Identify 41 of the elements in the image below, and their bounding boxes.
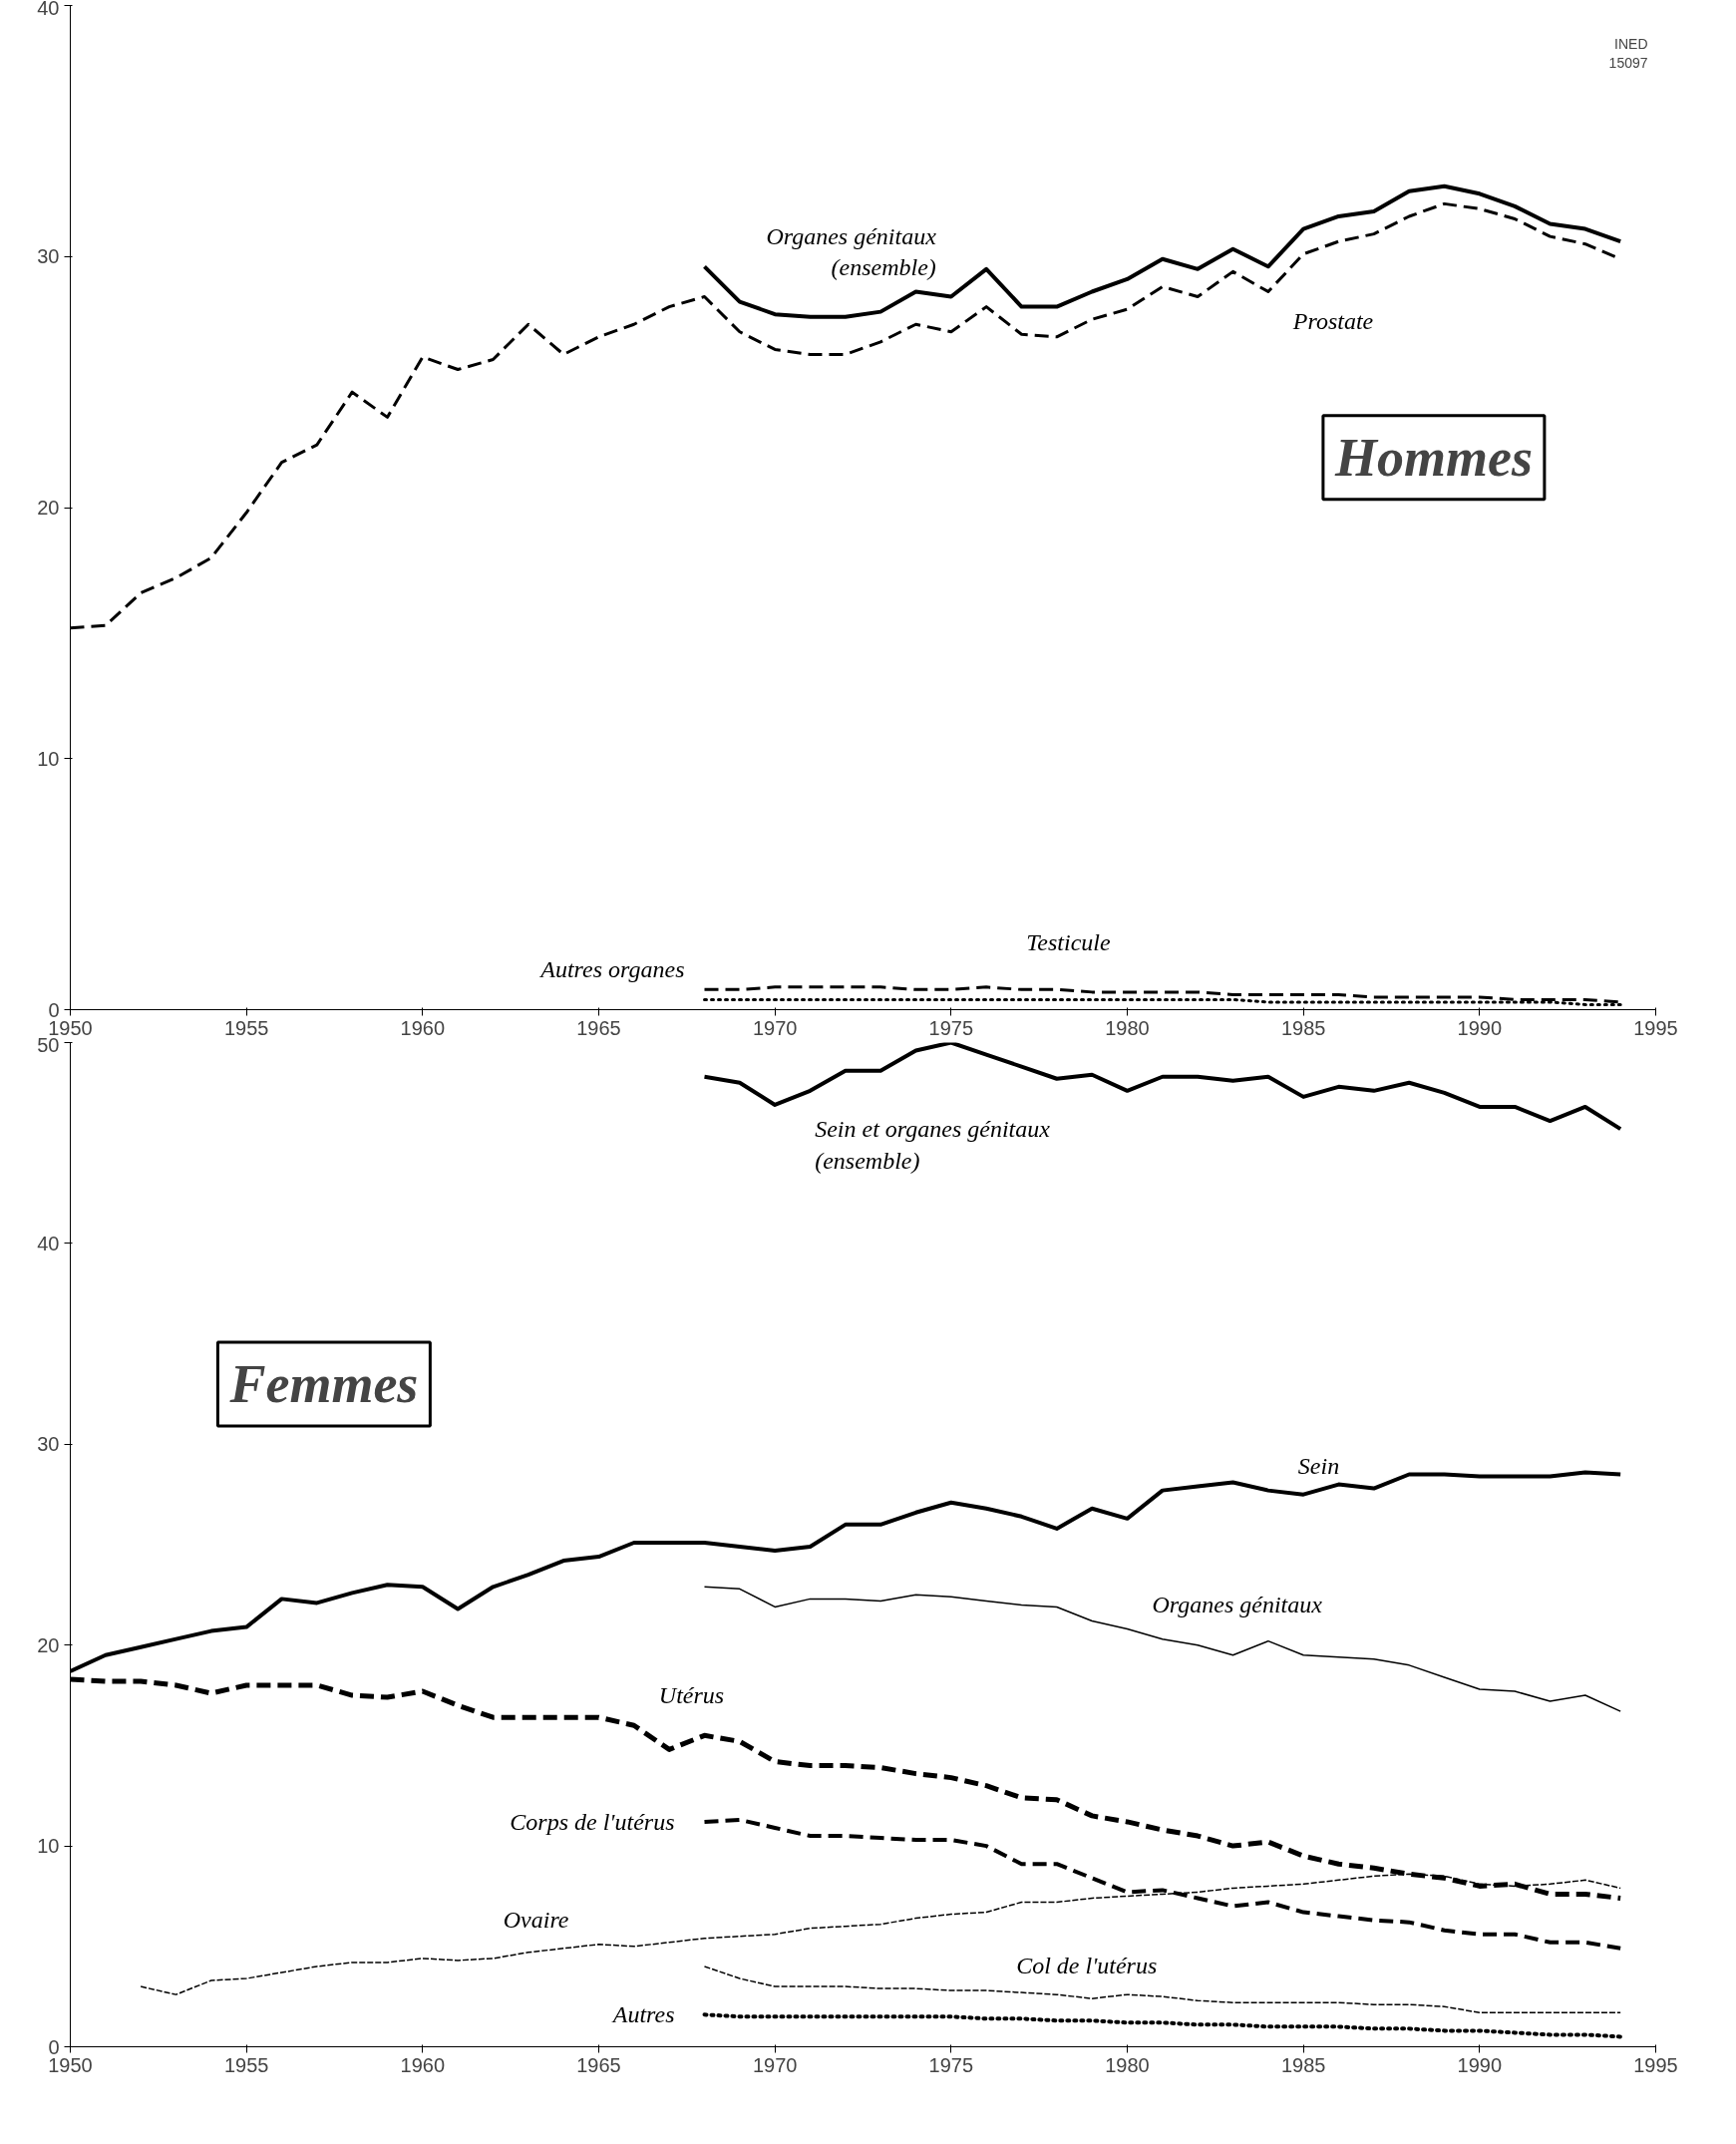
x-tick-label: 1980 bbox=[1105, 2053, 1150, 2076]
series-label: Prostate bbox=[1291, 308, 1374, 335]
series-label: Col de l'utérus bbox=[1016, 1953, 1158, 1979]
y-tick-label: 30 bbox=[37, 1433, 60, 1456]
series-label: Testicule bbox=[1026, 928, 1111, 955]
x-tick-label: 1985 bbox=[1280, 1016, 1326, 1039]
text: Hommes bbox=[1333, 427, 1533, 488]
x-tick-label: 1980 bbox=[1105, 1016, 1150, 1039]
annotation: INED 15097 bbox=[1608, 35, 1648, 71]
series-label: Ovaire bbox=[503, 1906, 569, 1933]
x-tick-label: 1965 bbox=[576, 2053, 621, 2076]
x-tick-label: 1955 bbox=[223, 1016, 269, 1039]
y-tick-label: 30 bbox=[37, 245, 60, 268]
series-label: Autres bbox=[610, 2001, 675, 2028]
x-tick-label: 1990 bbox=[1457, 1016, 1503, 1039]
x-tick-label: 1960 bbox=[400, 1016, 446, 1039]
series-label: Organes génitaux bbox=[1152, 1591, 1323, 1617]
y-tick-label: 10 bbox=[37, 1835, 60, 1858]
series-label: Corps de l'utérus bbox=[510, 1808, 675, 1835]
series-label: Utérus bbox=[658, 1682, 725, 1709]
x-tick-label: 1975 bbox=[928, 1016, 974, 1039]
x-tick-label: 1970 bbox=[752, 1016, 798, 1039]
y-tick-label: 20 bbox=[37, 497, 60, 519]
x-tick-label: 1990 bbox=[1457, 2053, 1503, 2076]
x-tick-label: 1960 bbox=[400, 2053, 446, 2076]
y-tick-label: 40 bbox=[37, 1232, 60, 1254]
x-tick-label: 1985 bbox=[1280, 2053, 1326, 2076]
y-tick-label: 40 bbox=[37, 0, 60, 19]
x-tick-label: 1995 bbox=[1633, 2053, 1678, 2076]
series-label: Organes génitaux (ensemble) bbox=[766, 222, 937, 281]
x-tick-label: 1975 bbox=[928, 2053, 974, 2076]
x-tick-label: 1995 bbox=[1633, 1016, 1678, 1039]
y-tick-label: 20 bbox=[37, 1633, 60, 1656]
series-label: Sein et organes génitaux (ensemble) bbox=[815, 1116, 1051, 1174]
series-label: Sein bbox=[1297, 1452, 1340, 1479]
x-tick-label: 1955 bbox=[223, 2053, 269, 2076]
series-label: Autres organes bbox=[538, 956, 685, 983]
x-tick-label: 1965 bbox=[576, 1016, 621, 1039]
x-tick-label: 1970 bbox=[752, 2053, 798, 2076]
text: Femmes bbox=[228, 1353, 419, 1414]
y-tick-label: 10 bbox=[37, 747, 60, 770]
